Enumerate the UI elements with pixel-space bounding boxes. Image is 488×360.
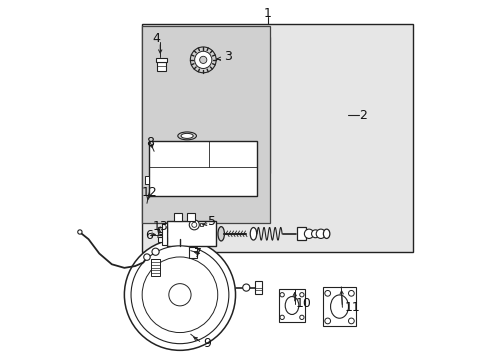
Circle shape xyxy=(143,254,150,260)
Bar xyxy=(162,223,167,244)
Circle shape xyxy=(299,293,304,297)
Text: 7: 7 xyxy=(193,247,202,260)
Bar xyxy=(151,258,160,276)
Circle shape xyxy=(78,230,82,234)
Circle shape xyxy=(124,239,235,350)
Circle shape xyxy=(348,318,353,324)
Circle shape xyxy=(131,246,228,344)
Circle shape xyxy=(311,230,319,238)
Text: 2: 2 xyxy=(358,109,366,122)
Text: 6: 6 xyxy=(145,229,153,242)
Bar xyxy=(174,213,182,221)
Circle shape xyxy=(304,229,313,238)
Bar xyxy=(158,237,167,242)
Text: 10: 10 xyxy=(295,297,311,310)
Ellipse shape xyxy=(285,297,298,315)
Circle shape xyxy=(189,220,199,230)
Circle shape xyxy=(348,291,353,296)
Bar xyxy=(199,224,203,226)
Bar xyxy=(296,227,305,240)
Bar xyxy=(149,140,257,196)
Circle shape xyxy=(191,222,196,227)
Circle shape xyxy=(280,315,284,319)
Bar xyxy=(145,176,149,184)
Text: 9: 9 xyxy=(203,337,210,350)
Bar xyxy=(255,282,261,294)
Circle shape xyxy=(190,47,216,73)
Bar xyxy=(323,287,355,326)
Text: 3: 3 xyxy=(224,50,232,63)
Circle shape xyxy=(242,284,249,291)
Bar xyxy=(278,289,305,321)
Bar xyxy=(142,26,269,223)
Bar xyxy=(156,62,165,71)
Circle shape xyxy=(324,291,330,296)
Ellipse shape xyxy=(250,228,256,240)
Bar xyxy=(167,221,215,246)
Ellipse shape xyxy=(323,229,329,238)
Circle shape xyxy=(316,229,325,238)
Bar xyxy=(155,58,167,62)
Ellipse shape xyxy=(330,295,348,318)
Text: 8: 8 xyxy=(146,136,154,149)
Bar xyxy=(171,37,269,173)
Text: 4: 4 xyxy=(152,32,160,45)
Text: 1: 1 xyxy=(264,7,271,20)
Text: 13: 13 xyxy=(152,220,168,233)
Ellipse shape xyxy=(181,134,193,138)
Bar xyxy=(188,247,196,258)
Circle shape xyxy=(152,248,159,255)
Circle shape xyxy=(142,257,217,333)
Bar xyxy=(142,24,412,252)
Circle shape xyxy=(299,315,304,319)
Circle shape xyxy=(168,284,191,306)
Text: 11: 11 xyxy=(344,301,359,314)
Bar xyxy=(158,226,167,232)
Text: 12: 12 xyxy=(142,186,157,199)
Circle shape xyxy=(199,56,206,63)
Ellipse shape xyxy=(178,132,196,140)
Bar xyxy=(187,213,195,221)
Text: 5: 5 xyxy=(208,215,216,228)
Circle shape xyxy=(324,318,330,324)
Ellipse shape xyxy=(218,226,224,241)
Circle shape xyxy=(280,293,284,297)
Circle shape xyxy=(194,51,211,68)
